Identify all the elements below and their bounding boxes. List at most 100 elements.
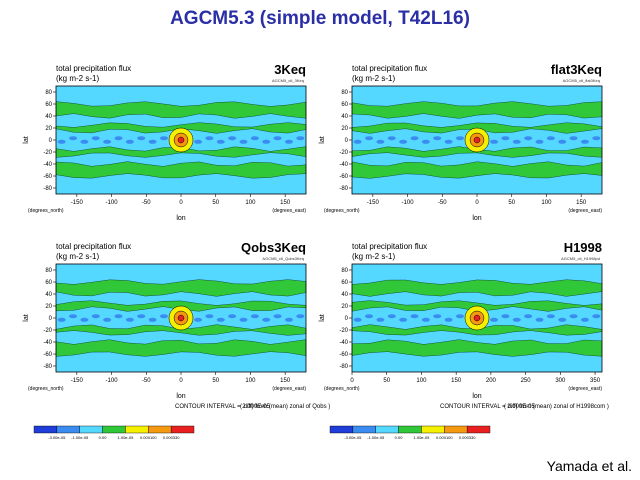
y-tick-label: 60 xyxy=(45,280,52,286)
negative-cell xyxy=(580,139,589,144)
experiment-name: H1998 xyxy=(563,240,602,255)
y-tick-label: -20 xyxy=(339,150,348,156)
y-tick-label: -80 xyxy=(339,186,348,192)
negative-cell xyxy=(490,317,499,322)
x-tick-label: 250 xyxy=(521,378,532,384)
colorbar-label: -1.00e-05 xyxy=(367,435,385,440)
y-tick-label: 80 xyxy=(341,268,348,274)
x-tick-label: -100 xyxy=(106,378,119,384)
y-tick-label: -40 xyxy=(43,340,52,346)
plot-title: total precipitation flux xyxy=(56,242,132,251)
colorbar-label: 0.00 xyxy=(99,435,108,440)
negative-cell xyxy=(421,139,430,144)
experiment-id: AGCM5_ctl_H1998pd xyxy=(561,256,600,261)
negative-cell xyxy=(558,139,567,144)
colorbar-swatch xyxy=(352,425,376,434)
hotspot-core xyxy=(177,314,185,322)
negative-cell xyxy=(501,314,510,319)
negative-cell xyxy=(114,314,123,319)
negative-cell xyxy=(57,317,66,322)
equatorial-band xyxy=(353,136,601,144)
x-tick-label: -100 xyxy=(106,200,119,206)
y-tick-label: -60 xyxy=(43,352,52,358)
colorbar-label: 1.00e-05 xyxy=(414,435,431,440)
y-tick-label: 80 xyxy=(45,90,52,96)
x-unit-label: (degrees_east) xyxy=(272,386,306,392)
negative-cell xyxy=(444,139,453,144)
negative-cell xyxy=(69,314,78,319)
contour-interval-right: CONTOUR INTERVAL = 2.000E-05 xyxy=(440,404,535,410)
experiment-name: flat3Keq xyxy=(550,62,602,77)
experiment-id: AGCM5_ctl_flat3Keq xyxy=(562,78,600,83)
x-tick-label: -50 xyxy=(142,378,151,384)
colorbar-swatch xyxy=(444,425,468,434)
negative-cell xyxy=(137,136,146,141)
x-tick-label: -50 xyxy=(142,200,151,206)
y-unit-label: (degrees_north) xyxy=(28,386,64,392)
colorbar-swatch xyxy=(329,425,354,434)
negative-cell xyxy=(250,314,259,319)
negative-cell xyxy=(262,139,271,144)
negative-cell xyxy=(284,139,293,144)
y-axis-label: lat xyxy=(319,136,326,143)
y-tick-label: -20 xyxy=(43,328,52,334)
y-tick-label: 20 xyxy=(45,126,52,132)
y-axis-label: lat xyxy=(23,314,30,321)
x-tick-label: 0 xyxy=(350,378,354,384)
x-axis-label: lon xyxy=(176,215,185,222)
negative-cell xyxy=(159,136,168,141)
negative-cell xyxy=(569,314,578,319)
x-axis-label: lon xyxy=(472,393,481,400)
experiment-id: AGCM5_ctl_3Keq xyxy=(271,78,304,83)
y-tick-label: 60 xyxy=(341,280,348,286)
equatorial-band xyxy=(353,314,601,322)
colorbar-label: -1.00e-05 xyxy=(71,435,89,440)
negative-cell xyxy=(444,317,453,322)
x-tick-label: 150 xyxy=(576,200,587,206)
negative-cell xyxy=(137,314,146,319)
negative-cell xyxy=(159,314,168,319)
y-tick-label: -80 xyxy=(43,364,52,370)
negative-cell xyxy=(376,139,385,144)
negative-cell xyxy=(69,136,78,141)
plot-title: total precipitation flux xyxy=(352,64,428,73)
negative-cell xyxy=(216,317,225,322)
x-tick-label: -50 xyxy=(438,200,447,206)
colorbar-swatch xyxy=(33,425,58,434)
negative-cell xyxy=(262,317,271,322)
x-axis-label: lon xyxy=(472,215,481,222)
negative-cell xyxy=(228,136,237,141)
negative-cell xyxy=(80,139,89,144)
negative-cell xyxy=(228,314,237,319)
negative-cell xyxy=(399,317,408,322)
colorbar-right: -3.00e-05 -1.00e-05 0.00 1.00e-05 0.000100 0.… xyxy=(329,425,491,440)
experiment-name: Qobs3Keq xyxy=(240,240,306,255)
y-tick-label: 0 xyxy=(49,316,53,322)
colorbar-label: 0.000330 xyxy=(459,435,476,440)
negative-cell xyxy=(353,317,362,322)
negative-cell xyxy=(592,314,601,319)
colorbar-swatch xyxy=(102,425,126,434)
colorbar-swatch xyxy=(375,425,399,434)
y-tick-label: -60 xyxy=(43,174,52,180)
negative-cell xyxy=(91,136,100,141)
map-panel-flat3keq: total precipitation flux (kg m-2 s-1) fl… xyxy=(316,62,616,227)
colorbar-swatch xyxy=(398,425,422,434)
negative-cell xyxy=(57,139,66,144)
y-tick-label: 40 xyxy=(341,114,348,120)
hotspot-core xyxy=(177,136,185,144)
negative-cell xyxy=(103,139,112,144)
negative-cell xyxy=(114,136,123,141)
negative-cell xyxy=(387,136,396,141)
colorbar-swatch xyxy=(125,425,149,434)
y-tick-label: 60 xyxy=(45,102,52,108)
x-tick-label: 0 xyxy=(475,200,479,206)
colorbar-label: -3.00e-05 xyxy=(48,435,66,440)
diff-note-left: ( diff) from (mean) zonal of Qobs ) xyxy=(240,404,331,410)
negative-cell xyxy=(239,139,248,144)
y-tick-label: 0 xyxy=(49,138,53,144)
y-tick-label: -20 xyxy=(339,328,348,334)
negative-cell xyxy=(239,317,248,322)
negative-cell xyxy=(535,317,544,322)
